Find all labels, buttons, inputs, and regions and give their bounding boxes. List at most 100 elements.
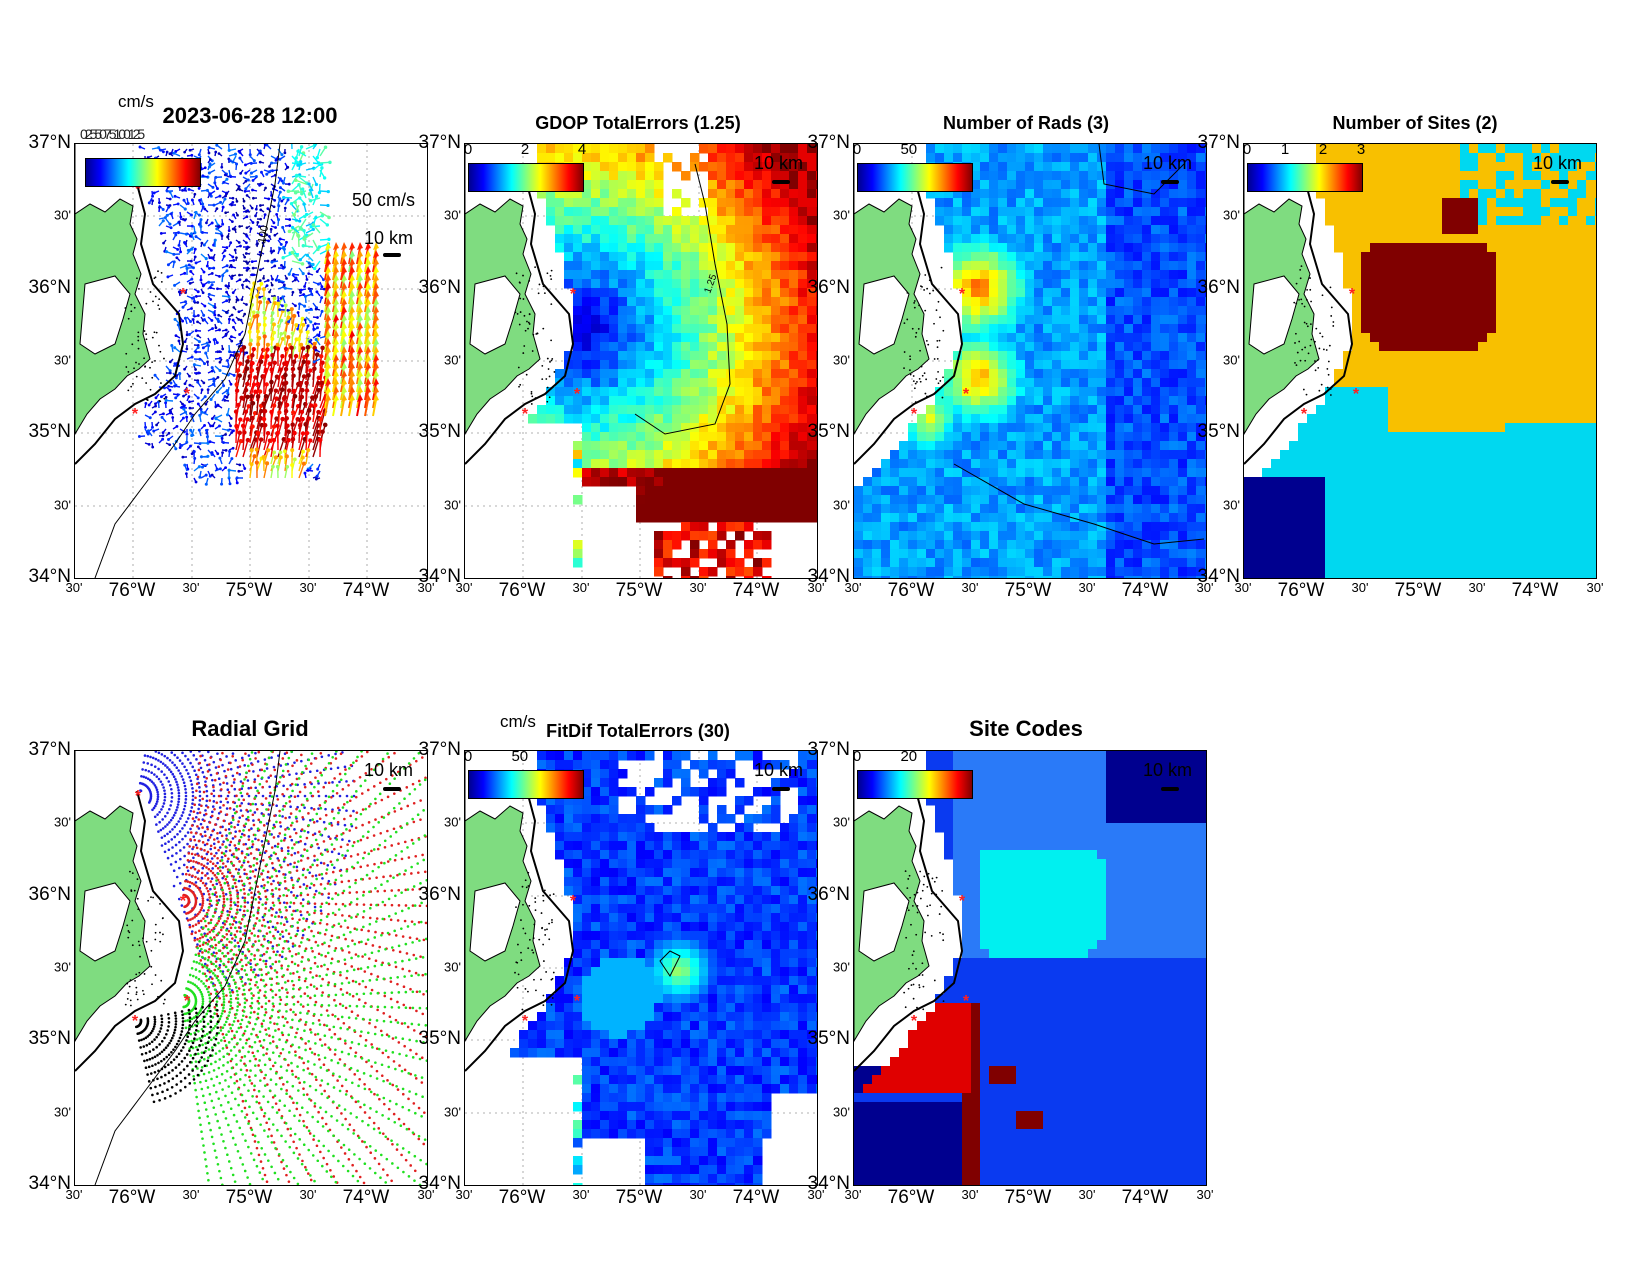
lat-tick-label: 37°N: [28, 132, 71, 153]
lat-tick-label: 30': [1223, 352, 1240, 368]
lon-tick-label: 74°W: [1121, 580, 1169, 601]
radar-site-marker: *: [574, 386, 581, 403]
lon-tick-label: 74°W: [732, 1187, 780, 1208]
lon-tick-label: 76°W: [498, 580, 546, 601]
scale-bar: [383, 787, 401, 791]
lon-tick-label: 30': [572, 580, 590, 595]
lon-tick-label: 30': [961, 580, 979, 595]
scale-bar-label: 10 km: [754, 760, 804, 780]
lon-tick-label: 75°W: [615, 580, 663, 601]
scale-bar: [1161, 787, 1179, 791]
lat-tick-label: 30': [833, 814, 850, 830]
lat-tick-label: 30': [833, 207, 850, 223]
lon-tick-label: 30': [1351, 580, 1369, 595]
lat-tick-label: 34°N: [28, 1173, 71, 1194]
scale-bar: [772, 180, 790, 184]
lon-tick-label: 30': [65, 580, 83, 595]
gdop-colorbar: [468, 163, 584, 192]
lat-tick-label: 30': [54, 814, 71, 830]
scale-bar: [383, 253, 401, 257]
lon-tick-label: 30': [1196, 580, 1214, 595]
lon-tick-label: 76°W: [887, 1187, 935, 1208]
radar-site-marker: *: [570, 893, 577, 910]
lat-tick-label: 37°N: [807, 132, 850, 153]
lon-tick-label: 76°W: [108, 580, 156, 601]
radar-site-marker: *: [911, 406, 918, 423]
velocity-title: 2023-06-28 12:00: [162, 103, 338, 128]
colorbar-tick-label: 0: [852, 748, 862, 765]
fitdif-title: FitDif TotalErrors (30): [546, 721, 730, 741]
gdop-title: GDOP TotalErrors (1.25): [535, 113, 741, 133]
fitdif-colorbar: [468, 770, 584, 799]
lon-tick-label: 30': [961, 1187, 979, 1202]
radar-site-marker: *: [1349, 286, 1356, 303]
radar-site-marker: *: [963, 993, 970, 1010]
lon-tick-label: 30': [1078, 1187, 1096, 1202]
lon-tick-label: 74°W: [342, 1187, 390, 1208]
scale-bar: [772, 787, 790, 791]
radar-site-marker: *: [570, 286, 577, 303]
colorbar-tick-label: 0: [463, 748, 473, 765]
lat-tick-label: 34°N: [1197, 566, 1240, 587]
lat-tick-label: 30': [833, 959, 850, 975]
lat-tick-label: 37°N: [28, 739, 71, 760]
lon-tick-label: 75°W: [615, 1187, 663, 1208]
sitecodes-colorbar: [857, 770, 973, 799]
lat-tick-label: 30': [1223, 497, 1240, 513]
radar-site-marker: *: [522, 406, 529, 423]
scale-bar-label: 10 km: [1143, 153, 1193, 173]
radar-site-marker: *: [135, 788, 142, 805]
lat-tick-label: 35°N: [418, 421, 461, 442]
colorbar-tick-label: 50: [900, 141, 918, 158]
fitdif-map: ****: [464, 750, 818, 1186]
lat-tick-label: 37°N: [807, 739, 850, 760]
colorbar-tick-label: 3: [1356, 141, 1366, 158]
lat-tick-label: 30': [444, 814, 461, 830]
radar-site-marker: *: [180, 286, 187, 303]
lat-tick-label: 30': [833, 1104, 850, 1120]
lon-tick-label: 30': [455, 580, 473, 595]
lat-tick-label: 30': [444, 959, 461, 975]
lon-tick-label: 75°W: [225, 1187, 273, 1208]
lat-tick-label: 36°N: [418, 277, 461, 298]
lon-tick-label: 76°W: [108, 1187, 156, 1208]
colorbar-tick-label: 50: [511, 748, 529, 765]
lat-tick-label: 35°N: [28, 1028, 71, 1049]
lat-tick-label: 35°N: [1197, 421, 1240, 442]
lon-tick-label: 76°W: [1277, 580, 1325, 601]
lat-tick-label: 34°N: [28, 566, 71, 587]
lon-tick-label: 30': [1078, 580, 1096, 595]
lat-tick-label: 30': [833, 352, 850, 368]
lat-tick-label: 30': [444, 207, 461, 223]
radar-site-marker: *: [1353, 386, 1360, 403]
lon-tick-label: 74°W: [1511, 580, 1559, 601]
scale-bar: [1161, 180, 1179, 184]
radar-site-marker: *: [184, 386, 191, 403]
lon-tick-label: 30': [299, 580, 317, 595]
lon-tick-label: 30': [417, 1187, 435, 1202]
lon-tick-label: 30': [844, 580, 862, 595]
isobath-label: 100: [256, 224, 271, 244]
nsites-title: Number of Sites (2): [1332, 113, 1498, 133]
scale-bar-label: 10 km: [1143, 760, 1193, 780]
radar-site-marker: *: [911, 1013, 918, 1030]
lat-tick-label: 35°N: [28, 421, 71, 442]
lat-tick-label: 37°N: [418, 739, 461, 760]
lat-tick-label: 30': [444, 352, 461, 368]
radar-site-marker: *: [959, 286, 966, 303]
lat-tick-label: 35°N: [807, 421, 850, 442]
lon-tick-label: 30': [65, 1187, 83, 1202]
lon-tick-label: 30': [1586, 580, 1604, 595]
lon-tick-label: 30': [182, 1187, 200, 1202]
colorbar-tick-label: 0: [1242, 141, 1252, 158]
velocity-colorbar: [85, 158, 201, 187]
scale-bar-label: 10 km: [754, 153, 804, 173]
colorbar-tick-label: 20: [900, 748, 918, 765]
lat-tick-label: 34°N: [807, 1173, 850, 1194]
lat-tick-label: 30': [444, 497, 461, 513]
velocity-legend-label: 50 cm/s: [352, 190, 416, 210]
fitdif-unit: cm/s: [500, 712, 536, 731]
lon-tick-label: 30': [807, 580, 825, 595]
lat-tick-label: 36°N: [28, 277, 71, 298]
lat-tick-label: 30': [54, 207, 71, 223]
